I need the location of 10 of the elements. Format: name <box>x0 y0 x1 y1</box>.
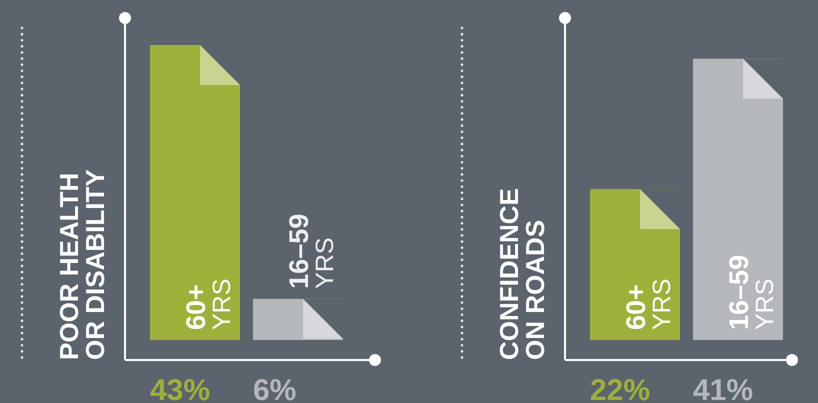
text: POOR HEALTH OR DISABILITY <box>54 169 110 360</box>
text: CONFIDENCE ON ROADS <box>494 188 550 360</box>
data-label: 41% <box>693 374 754 403</box>
x-tick-label: 16–59 YRS <box>284 214 339 289</box>
data-label: 43% <box>150 374 210 403</box>
data-label: 22% <box>590 374 650 403</box>
x-tick-label: 16–59 YRS <box>724 254 779 330</box>
data-label: 6% <box>253 374 296 403</box>
x-tick-label: 60+ YRS <box>621 278 676 330</box>
x-tick-label: 60+ YRS <box>181 278 236 330</box>
